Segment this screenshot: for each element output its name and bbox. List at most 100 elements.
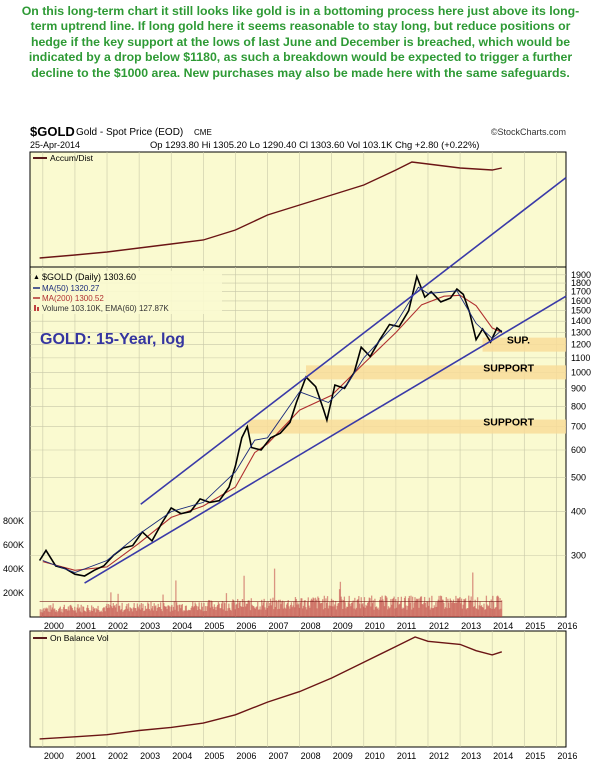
volume-bar (263, 598, 265, 617)
volume-bar (168, 605, 170, 617)
volume-bar (304, 600, 306, 617)
volume-bar (429, 609, 431, 617)
volume-bar (245, 606, 247, 617)
year-tick-label: 2013 (461, 621, 481, 631)
volume-bar (428, 597, 431, 617)
support-zone (306, 365, 566, 380)
volume-bar (459, 597, 461, 617)
volume-bar (486, 604, 488, 617)
volume-bar (258, 609, 260, 617)
volume-bar (81, 612, 83, 617)
volume-bar (333, 606, 335, 617)
volume-bar (289, 604, 292, 617)
volume-bar (220, 608, 222, 617)
volume-bar (316, 608, 318, 617)
volume-bar (496, 596, 498, 617)
volume-bar (472, 572, 474, 617)
volume-bar (229, 609, 232, 617)
volume-bar (444, 607, 447, 617)
volume-bar (72, 609, 74, 617)
volume-bar (124, 609, 126, 617)
volume-bar (256, 606, 258, 617)
volume-bar (218, 603, 220, 617)
volume-bar (312, 597, 314, 617)
volume-bar (335, 609, 338, 617)
volume-bar (305, 607, 307, 617)
volume-bar (315, 599, 317, 617)
volume-bar (170, 606, 172, 617)
volume-bar (135, 610, 138, 617)
volume-bar (266, 608, 269, 617)
volume-bar (377, 607, 379, 617)
price-tick-label: 1400 (571, 316, 591, 326)
year-tick-label: 2009 (333, 751, 353, 761)
volume-bar (234, 609, 236, 617)
volume-bar (501, 600, 503, 617)
volume-bar (465, 609, 468, 617)
volume-bar (119, 605, 121, 617)
price-legend: ▲ $GOLD (Daily) 1303.60 MA(50) 1320.27 M… (32, 271, 222, 314)
top-year-axis: 2000 2001 2002 2003 2004 2005 2006 2007 2008 2009… (44, 621, 578, 631)
volume-bar (450, 600, 452, 617)
volume-bar (341, 599, 343, 617)
obv-label: On Balance Vol (50, 633, 109, 643)
volume-bar (453, 602, 455, 617)
volume-bar (82, 606, 85, 617)
volume-bar (210, 600, 212, 617)
volume-bar (85, 611, 87, 617)
volume-bar (95, 608, 98, 617)
volume-bar (448, 607, 451, 617)
volume-bar (108, 607, 110, 617)
volume-bar (469, 600, 472, 617)
accum-dist-panel: Accum/Dist (29, 151, 567, 268)
volume-bar (134, 607, 136, 617)
volume-bar (310, 600, 312, 617)
volume-bar (257, 601, 259, 617)
volume-bar (98, 609, 100, 617)
volume-bar (318, 597, 320, 617)
volume-bar (440, 596, 443, 617)
volume-bar (222, 609, 224, 617)
volume-bar (208, 599, 210, 617)
volume-bar (477, 609, 480, 617)
volume-bar (447, 598, 449, 617)
volume-bar (215, 610, 217, 617)
chart-annotation: GOLD: 15-Year, log (40, 331, 185, 348)
volume-bar (70, 604, 72, 617)
volume-bar (433, 605, 435, 617)
uptrend-line (84, 295, 567, 584)
volume-bar (57, 610, 59, 617)
volume-bar (226, 610, 228, 617)
volume-bar (111, 608, 114, 617)
volume-bar (288, 606, 290, 617)
price-tick-label: 1900 (571, 270, 591, 280)
volume-bar (197, 606, 200, 617)
volume-bar (58, 607, 61, 617)
volume-bar (423, 602, 425, 617)
volume-bar (41, 609, 43, 617)
volume-bar (84, 611, 86, 617)
volume-bar (277, 599, 280, 617)
year-tick-label: 2000 (44, 621, 64, 631)
volume-bar (481, 607, 484, 617)
volume-bar (224, 603, 226, 617)
volume-bar (216, 604, 219, 617)
volume-bar (75, 612, 78, 617)
price-tick-label: 1000 (571, 367, 591, 377)
volume-bar (480, 606, 482, 617)
instrument-name: Gold - Spot Price (EOD) (76, 127, 183, 138)
volume-bar (250, 598, 252, 617)
volume-bar (191, 606, 193, 617)
volume-bar (328, 605, 330, 617)
volume-bar (205, 611, 208, 617)
volume-bar (329, 601, 331, 617)
volume-bar (462, 604, 464, 617)
volume-bar (233, 602, 236, 617)
volume-bar (452, 601, 454, 617)
chart-header: $GOLD Gold - Spot Price (EOD) CME ©Stock… (30, 124, 566, 150)
volume-bar (278, 608, 281, 617)
volume-bar (468, 595, 470, 617)
volume-bar (103, 607, 106, 617)
volume-bar (238, 602, 240, 617)
volume-bar (281, 600, 284, 617)
